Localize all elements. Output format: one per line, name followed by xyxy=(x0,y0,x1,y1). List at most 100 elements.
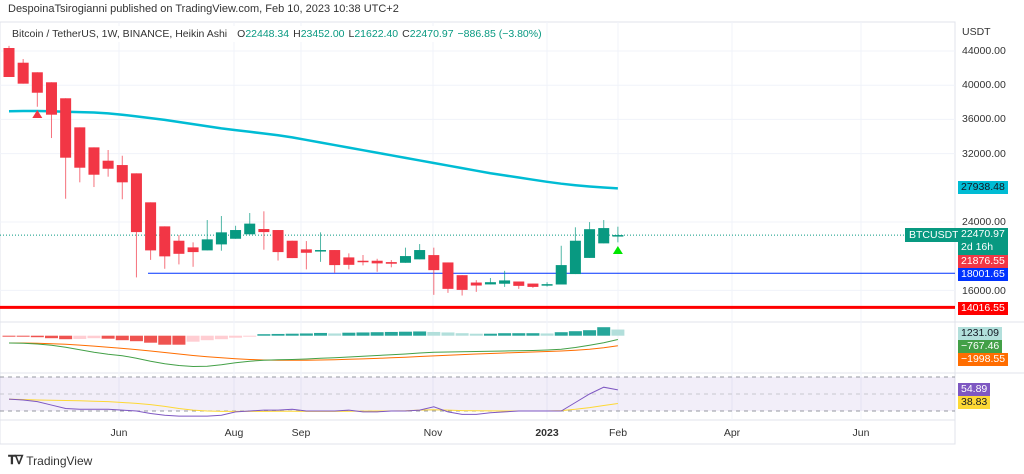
bar-countdown: 2d 16h xyxy=(961,241,994,253)
macd-signal-label: −1998.55 xyxy=(958,353,1009,366)
macd-signal-line xyxy=(8,342,618,361)
macd-histogram-bar xyxy=(328,333,342,336)
candle xyxy=(201,220,213,251)
macd-hist-label: 1231.09 xyxy=(958,327,1002,340)
candle xyxy=(428,247,440,295)
candle-body xyxy=(343,257,355,265)
candle xyxy=(130,173,142,278)
open-value: 22448.34 xyxy=(245,28,290,40)
macd-histogram-bar xyxy=(427,331,441,336)
candle xyxy=(484,278,496,285)
macd-histogram-bar xyxy=(455,333,469,336)
macd-histogram-bar xyxy=(299,333,313,336)
candle xyxy=(159,226,171,269)
candle xyxy=(173,235,185,265)
rsi-ma-label: 38.83 xyxy=(958,396,991,409)
candle xyxy=(215,216,227,251)
macd-histogram-bar xyxy=(540,333,554,336)
candle xyxy=(258,211,270,250)
macd-histogram-bar xyxy=(87,335,101,339)
macd-histogram-bar xyxy=(243,335,257,337)
high-label: H xyxy=(293,28,301,40)
macd-histogram-bar xyxy=(30,335,44,338)
macd-histogram-bar xyxy=(597,327,611,336)
candle xyxy=(329,250,341,273)
candle xyxy=(385,260,397,268)
candle xyxy=(88,147,100,188)
macd-histogram-bar xyxy=(498,333,512,336)
high-value: 23452.00 xyxy=(300,28,345,40)
candle-body xyxy=(286,240,298,259)
candle-body xyxy=(371,260,383,264)
candle-body xyxy=(187,247,199,253)
price-tick: 16000.00 xyxy=(962,285,1006,297)
price-tick: 40000.00 xyxy=(962,79,1006,91)
candle-body xyxy=(60,98,72,158)
candle-body xyxy=(513,281,525,286)
macd-histogram-bar xyxy=(413,331,427,336)
candle-body xyxy=(385,262,397,264)
tradingview-logo[interactable]: 𝐓∇ TradingView xyxy=(8,453,92,468)
candle-body xyxy=(569,240,581,275)
candle-body xyxy=(527,283,539,287)
candle xyxy=(272,230,284,261)
candle xyxy=(470,280,482,292)
macd-histogram-bar xyxy=(73,335,87,339)
macd-histogram-bar xyxy=(611,329,625,336)
macd-histogram-bar xyxy=(200,335,214,341)
candle xyxy=(17,59,29,84)
macd-histogram-bar xyxy=(158,335,172,345)
macd-histogram-bar xyxy=(526,333,540,336)
candle xyxy=(399,247,411,263)
macd-histogram-bar xyxy=(285,333,299,336)
candle-body xyxy=(399,256,411,263)
price-tick: 24000.00 xyxy=(962,216,1006,228)
last-price-label: 22470.97 2d 16h xyxy=(958,228,1008,255)
macd-histogram-bar xyxy=(398,331,412,336)
macd-line-label: −767.46 xyxy=(958,340,1003,353)
candle xyxy=(60,98,72,199)
candle-body xyxy=(442,262,454,289)
candle-body xyxy=(456,275,468,290)
candle-body xyxy=(159,226,171,257)
candle xyxy=(315,232,327,262)
macd-histogram-bar xyxy=(172,335,186,345)
candle-body xyxy=(612,235,624,237)
ema-line xyxy=(8,109,618,190)
rsi-line xyxy=(8,386,618,417)
candle xyxy=(598,220,610,244)
macd-histogram-bar xyxy=(101,335,115,339)
macd-histogram-bar xyxy=(257,334,271,336)
candle xyxy=(74,127,86,183)
candle-body xyxy=(329,250,341,266)
candle xyxy=(187,242,199,267)
close-label: C xyxy=(402,28,410,40)
low-value: 21622.40 xyxy=(354,28,399,40)
candle xyxy=(371,258,383,272)
candle xyxy=(343,253,355,270)
macd-histogram-bar xyxy=(129,335,143,342)
macd-histogram-bar xyxy=(370,332,384,336)
low-label: L xyxy=(348,28,355,40)
macd-histogram-bar xyxy=(144,335,158,343)
macd-pane xyxy=(2,327,625,367)
candle xyxy=(584,222,596,258)
candle xyxy=(499,270,511,287)
macd-histogram-bar xyxy=(554,332,568,336)
macd-histogram-bar xyxy=(441,332,455,336)
candle-body xyxy=(45,82,57,115)
macd-histogram-bar xyxy=(59,335,73,340)
candle-body xyxy=(31,72,43,93)
time-label: Nov xyxy=(423,427,443,439)
low-price-label: 21876.55 xyxy=(958,255,1008,268)
symbol-badge: BTCUSDT xyxy=(905,228,963,242)
price-tick: 44000.00 xyxy=(962,45,1006,57)
macd-histogram-bar xyxy=(356,332,370,336)
candle-body xyxy=(470,282,482,286)
candle-body xyxy=(300,249,312,253)
macd-histogram-bar xyxy=(483,333,497,336)
support-price-label: 18001.65 xyxy=(958,268,1008,281)
symbol-legend[interactable]: Bitcoin / TetherUS, 1W, BINANCE, Heikin … xyxy=(8,26,546,42)
macd-line xyxy=(8,339,618,367)
